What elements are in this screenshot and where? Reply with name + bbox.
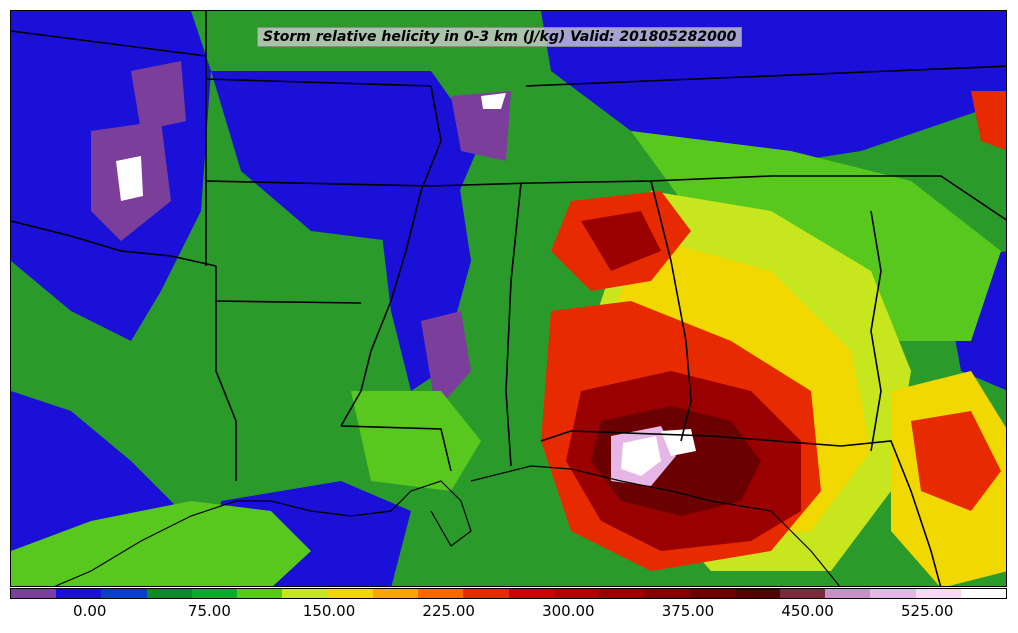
colorbar-segment — [825, 589, 871, 598]
colorbar-segment — [101, 589, 147, 598]
coast-florida — [570, 468, 841, 586]
border-mississippi-river — [340, 85, 442, 427]
colorbar-segment — [644, 589, 690, 598]
colorbar-segment — [11, 589, 57, 598]
lime-region-louisiana — [351, 391, 481, 491]
colorbar-tick-label: 75.00 — [187, 602, 231, 620]
lime-region-gulf — [11, 501, 311, 586]
colorbar-segment — [463, 589, 509, 598]
red-region-georgia-east — [911, 411, 1001, 511]
colorbar-tick-label: 375.00 — [661, 602, 715, 620]
colorbar-segment — [146, 589, 192, 598]
coast-louisiana — [350, 480, 472, 547]
colorbar-segment — [779, 589, 826, 598]
colorbar-segment — [915, 589, 961, 598]
map-canvas — [11, 11, 1006, 586]
darkred-region-north — [581, 211, 661, 271]
colorbar-segment — [960, 589, 1007, 598]
border-florida — [840, 440, 942, 586]
border-florida-panhandle — [540, 430, 842, 447]
border-missouri-arkansas — [205, 180, 432, 187]
border-mississippi-alabama — [505, 182, 522, 467]
colorbar-tick-label: 300.00 — [542, 602, 595, 620]
colorbar-segment — [418, 589, 464, 598]
purple-region-mississippi — [421, 311, 471, 411]
border-kentucky-tennessee — [525, 65, 1006, 87]
colorbar-tick-label: 225.00 — [422, 602, 475, 620]
colorbar — [10, 588, 1007, 599]
blue-region-northeast — [541, 11, 1006, 171]
border-georgia-carolina — [771, 175, 1006, 221]
border-red-river — [11, 220, 217, 267]
colorbar-tick-label: 0.00 — [73, 602, 107, 620]
colorbar-segment — [870, 589, 916, 598]
colorbar-tick-label: 450.00 — [781, 602, 834, 620]
colorbar-segment — [282, 589, 328, 598]
coast-mississippi-alabama — [470, 465, 572, 482]
colorbar-segment — [734, 589, 780, 598]
border-georgia-east — [870, 210, 882, 452]
colorbar-segment — [599, 589, 645, 598]
border-tennessee — [430, 175, 772, 187]
colorbar-segment — [56, 589, 102, 598]
colorbar-tick-label: 150.00 — [302, 602, 356, 620]
colorbar-segment — [553, 589, 600, 598]
colorbar-tick-label: 525.00 — [900, 602, 954, 620]
colorbar-segment — [372, 589, 419, 598]
colorbar-segment — [191, 589, 238, 598]
peak-helicity-cores — [116, 93, 696, 486]
border-texas-louisiana — [215, 301, 237, 481]
colorbar-segment — [327, 589, 373, 598]
red-region-carolina — [971, 91, 1006, 151]
white-core-oklahoma — [116, 156, 143, 201]
colorbar-segment — [508, 589, 554, 598]
purple-region-texas — [131, 61, 186, 131]
state-borders — [11, 11, 1006, 586]
border-oklahoma-kansas — [11, 30, 207, 57]
white-core-storm — [621, 436, 661, 476]
coastline — [54, 465, 841, 586]
border-louisiana-mississippi — [340, 425, 452, 472]
coast-texas — [54, 500, 352, 586]
border-kansas-missouri-top — [205, 78, 432, 87]
lime-region-east — [631, 131, 1001, 341]
helicity-map: Storm relative helicity in 0-3 km (J/kg)… — [10, 10, 1007, 587]
colorbar-tick-labels: 0.00 75.00 150.00 225.00 300.00 375.00 450.00 5… — [10, 602, 1007, 624]
map-title: Storm relative helicity in 0-3 km (J/kg)… — [257, 27, 743, 47]
colorbar-segment — [689, 589, 735, 598]
white-core-missouri — [481, 93, 506, 109]
colorbar-segment — [237, 589, 283, 598]
border-alabama-georgia — [650, 180, 692, 442]
